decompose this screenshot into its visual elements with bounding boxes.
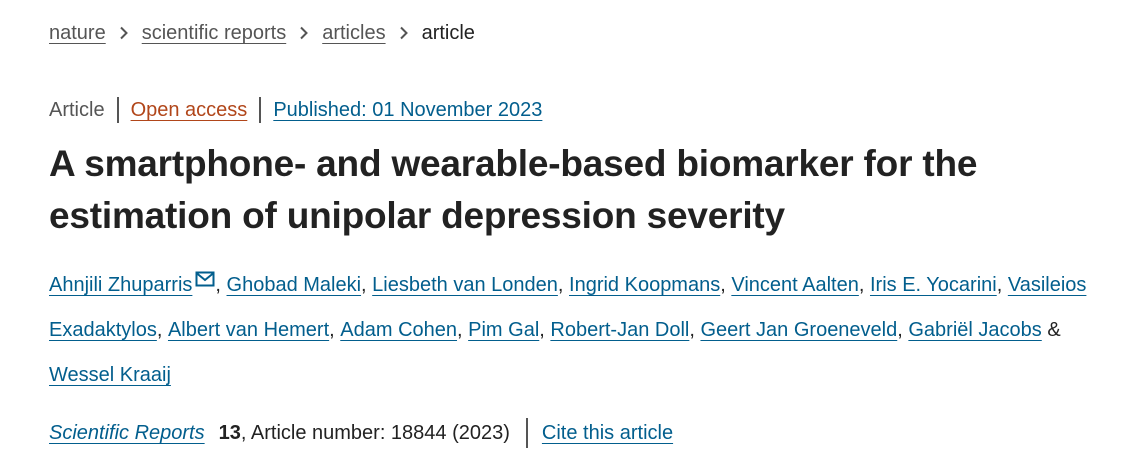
citation-line: Scientific Reports 13 , Article number: … (49, 418, 673, 448)
author-item: Ingrid Koopmans, (569, 274, 731, 296)
author-link[interactable]: Pim Gal (468, 319, 540, 341)
author-item: Vincent Aalten, (731, 274, 870, 296)
breadcrumb-item-nature[interactable]: nature (49, 22, 106, 44)
chevron-right-icon (286, 20, 322, 46)
author-link[interactable]: Geert Jan Groeneveld (700, 319, 898, 341)
article-meta: Article Open access Published: 01 Novemb… (49, 97, 542, 123)
published-date-link[interactable]: Published: 01 November 2023 (273, 99, 543, 121)
article-number: , Article number: 18844 (2023) (240, 422, 510, 444)
author-link[interactable]: Ingrid Koopmans (569, 274, 721, 296)
author-link[interactable]: Albert van Hemert (167, 319, 330, 341)
author-item: Adam Cohen, (340, 319, 468, 341)
cite-this-article-link[interactable]: Cite this article (541, 422, 674, 444)
breadcrumb: nature scientific reports articles artic… (49, 20, 475, 46)
divider (259, 97, 262, 123)
author-separator: , (996, 274, 1008, 296)
author-link[interactable]: Robert-Jan Doll (550, 319, 690, 341)
author-link[interactable]: Ahnjili Zhuparris (49, 274, 193, 296)
author-item: Ghobad Maleki, (227, 274, 373, 296)
divider (525, 418, 528, 448)
author-item: Robert-Jan Doll, (550, 319, 700, 341)
journal-link[interactable]: Scientific Reports (49, 422, 205, 444)
author-link[interactable]: Gabriël Jacobs (908, 319, 1042, 341)
author-link[interactable]: Ghobad Maleki (226, 274, 362, 296)
author-link[interactable]: Iris E. Yocarini (869, 274, 997, 296)
mail-icon[interactable] (195, 271, 215, 287)
author-item: Pim Gal, (468, 319, 550, 341)
article-title: A smartphone- and wearable-based biomark… (49, 143, 978, 236)
author-separator: , (557, 274, 570, 296)
author-separator: , (329, 319, 341, 341)
open-access-link[interactable]: Open access (130, 99, 248, 121)
author-item: Iris E. Yocarini, (870, 274, 1008, 296)
breadcrumb-current: article (421, 22, 475, 44)
author-item: Geert Jan Groeneveld, (700, 319, 908, 341)
author-item: Liesbeth van Londen, (372, 274, 569, 296)
author-separator: , (457, 319, 469, 341)
author-item: Gabriël Jacobs & (908, 319, 1060, 341)
author-separator: , (897, 319, 909, 341)
author-separator: , (156, 319, 168, 341)
author-separator: , (539, 319, 551, 341)
author-separator: , (689, 319, 701, 341)
author-item: Ahnjili Zhuparris, (49, 271, 227, 296)
author-link[interactable]: Vincent Aalten (731, 274, 859, 296)
author-separator: & (1041, 319, 1061, 341)
author-link[interactable]: Adam Cohen (340, 319, 458, 341)
author-separator: , (858, 274, 870, 296)
chevron-right-icon (386, 20, 422, 46)
author-item: Vasileios Exadaktylos, (49, 274, 1086, 341)
author-link[interactable]: Liesbeth van Londen (372, 274, 558, 296)
chevron-right-icon (106, 20, 142, 46)
author-link[interactable]: Vasileios Exadaktylos (49, 274, 1087, 341)
breadcrumb-item-scientific-reports[interactable]: scientific reports (141, 22, 287, 44)
author-separator: , (361, 274, 373, 296)
author-item: Wessel Kraaij (49, 364, 171, 386)
divider (116, 97, 119, 123)
volume-number: 13 (218, 422, 241, 444)
author-item: Albert van Hemert, (168, 319, 340, 341)
author-list: Ahnjili Zhuparris, Ghobad Maleki, Liesbe… (49, 263, 1119, 398)
author-link[interactable]: Wessel Kraaij (49, 364, 171, 386)
author-separator: , (720, 274, 732, 296)
breadcrumb-item-articles[interactable]: articles (322, 22, 386, 44)
article-type: Article (49, 99, 105, 121)
author-separator: , (215, 274, 227, 296)
